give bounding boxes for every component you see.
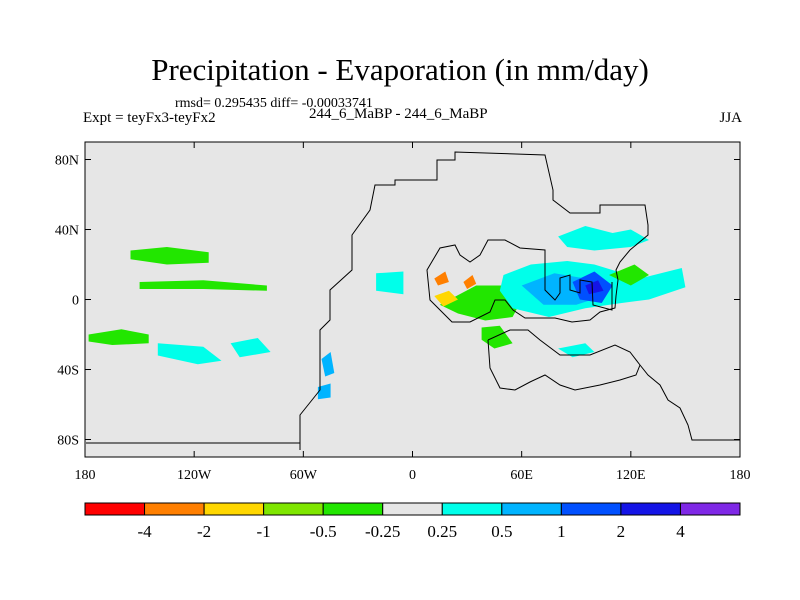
colorbar-label: 0.5 xyxy=(491,522,512,541)
contour-west-africa-yellow xyxy=(434,290,458,307)
season-label: JJA xyxy=(719,110,742,126)
contour-central-africa-drying xyxy=(439,285,522,321)
contour-south-pacific-wetting-band xyxy=(157,343,222,365)
x-tick-label: 120E xyxy=(616,468,646,483)
colorbar-swatch xyxy=(144,502,205,516)
colorbar-swatch xyxy=(263,502,324,516)
x-tick-label: 180 xyxy=(730,468,751,483)
colorbar-label: 1 xyxy=(557,522,566,541)
contour-atlantic-wetting xyxy=(376,271,404,295)
coastline xyxy=(86,151,740,450)
colorbar-label: 4 xyxy=(676,522,685,541)
stats-readout: rmsd= 0.295435 diff= -0.00033741 xyxy=(175,96,373,111)
contour-southern-ocean-wetting xyxy=(317,383,331,400)
contour-north-pacific-drying-band xyxy=(130,247,209,265)
contour-south-pacific-drying-band xyxy=(88,329,149,345)
colorbar-label: 2 xyxy=(617,522,626,541)
contour-east-asia-wetting xyxy=(558,226,649,251)
colorbar-swatch xyxy=(382,502,443,516)
contour-africa-orange-spot-2 xyxy=(463,275,477,289)
colorbar-label: -0.5 xyxy=(310,522,337,541)
colorbar-label: -4 xyxy=(137,522,152,541)
experiment-label: Expt = teyFx3-teyFx2 xyxy=(83,110,216,126)
x-tick-label: 60E xyxy=(510,468,533,483)
contour-africa-orange-spot xyxy=(434,271,449,286)
contour-southeast-pacific-wetting xyxy=(230,338,271,358)
contour-maritime-continent-peak xyxy=(585,280,604,295)
colorbar-label: -0.25 xyxy=(365,522,400,541)
y-tick-label: 0 xyxy=(72,294,79,309)
colorbar-swatch xyxy=(322,502,384,516)
chart-title: Precipitation - Evaporation (in mm/day) xyxy=(151,52,649,87)
colorbar-swatch xyxy=(84,502,146,516)
y-tick-label: 80N xyxy=(55,154,79,169)
x-tick-label: 0 xyxy=(409,468,416,483)
colorbar-swatch xyxy=(441,502,503,516)
colorbar-swatch xyxy=(679,502,741,516)
y-tick-label: 80S xyxy=(57,434,79,449)
x-tick-label: 180 xyxy=(75,468,96,483)
colorbar-swatch xyxy=(203,502,265,516)
x-tick-label: 60W xyxy=(290,468,318,483)
contour-south-indian-wetting xyxy=(558,343,595,358)
contour-east-africa-drying xyxy=(481,325,513,349)
contour-bay-of-bengal-drying xyxy=(609,264,649,286)
model-label: 244_6_MaBP - 244_6_MaBP xyxy=(309,106,488,122)
colorbar-swatch xyxy=(560,502,622,516)
contour-tropical-pacific-drying-band xyxy=(139,280,267,291)
x-tick-label: 120W xyxy=(177,468,212,483)
colorbar-swatch xyxy=(501,502,562,516)
contour-andes-wetting xyxy=(321,352,335,377)
y-tick-label: 40S xyxy=(57,364,79,379)
y-tick-label: 40N xyxy=(55,224,79,239)
colorbar-label: 0.25 xyxy=(427,522,457,541)
colorbar-label: -2 xyxy=(197,522,211,541)
colorbar-swatch xyxy=(620,502,681,516)
colorbar-label: -1 xyxy=(257,522,271,541)
